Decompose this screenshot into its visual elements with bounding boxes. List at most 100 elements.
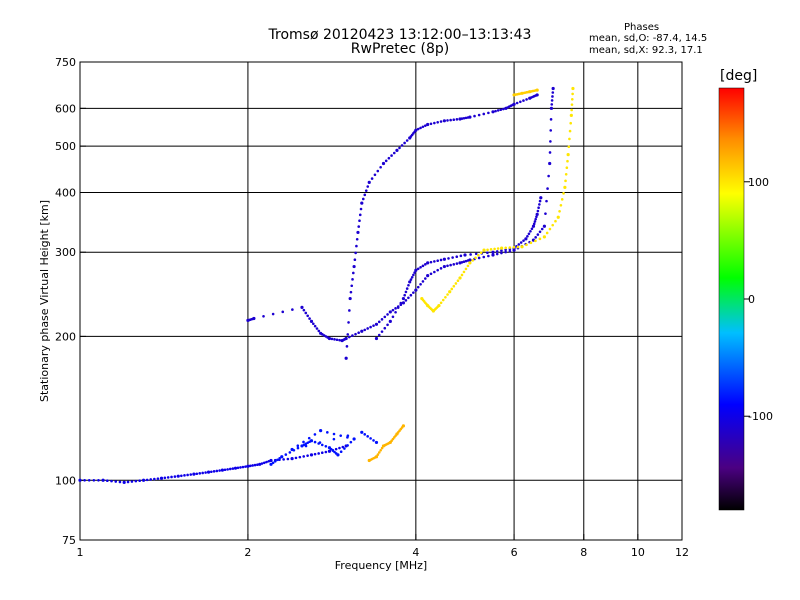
data-point (333, 450, 336, 454)
data-point (520, 245, 524, 249)
data-point (547, 174, 550, 178)
data-point (416, 127, 420, 131)
data-point (460, 117, 464, 120)
data-point (269, 462, 273, 466)
colorbar-tick-label: -100 (748, 410, 773, 423)
x-tick-label: 6 (511, 546, 518, 559)
data-point (343, 447, 346, 450)
data-point (253, 463, 257, 467)
data-point (570, 97, 574, 101)
data-point (170, 475, 173, 479)
data-point (352, 437, 356, 441)
data-point (522, 239, 525, 242)
data-point (401, 301, 406, 305)
data-point (376, 169, 380, 173)
data-point (374, 322, 379, 326)
data-point (439, 120, 443, 123)
data-point (307, 436, 311, 440)
data-point (408, 280, 412, 284)
data-point (538, 199, 542, 203)
data-point (374, 440, 379, 445)
data-point (326, 431, 329, 434)
data-point (313, 324, 317, 328)
data-point (355, 237, 359, 241)
data-point (519, 241, 523, 244)
data-point (460, 260, 464, 264)
data-point (568, 137, 571, 141)
x-axis-label: Frequency [MHz] (335, 559, 427, 572)
data-point (548, 227, 552, 231)
data-point (570, 103, 574, 106)
data-point (468, 258, 472, 262)
data-point (493, 247, 496, 251)
y-tick-label: 750 (55, 56, 76, 69)
colorbar-tick-label: 100 (748, 176, 769, 189)
data-point (439, 258, 443, 262)
data-point (567, 145, 571, 149)
data-point (569, 113, 573, 117)
data-point (138, 479, 141, 482)
data-point (399, 301, 403, 305)
y-tick-label: 100 (55, 474, 76, 487)
data-point (317, 329, 321, 333)
data-point (189, 473, 193, 476)
data-point (380, 330, 384, 333)
data-point (491, 253, 495, 257)
data-point (504, 248, 507, 252)
data-point (183, 474, 186, 477)
data-point (460, 273, 464, 277)
data-point (286, 457, 290, 461)
data-point (381, 161, 386, 166)
y-tick-label: 400 (55, 186, 76, 199)
data-point (414, 128, 418, 132)
data-point (401, 296, 406, 301)
data-point (539, 196, 543, 200)
data-point (549, 129, 553, 132)
data-point (388, 319, 392, 323)
data-point (400, 144, 404, 147)
data-point (380, 446, 384, 450)
data-point (290, 457, 294, 461)
data-point (233, 466, 238, 470)
data-point (452, 263, 456, 266)
data-point (450, 287, 454, 291)
data-point (327, 449, 332, 453)
data-point (363, 193, 367, 197)
data-point (444, 295, 447, 299)
data-point (204, 471, 207, 474)
data-point (92, 478, 96, 482)
data-point (141, 478, 146, 482)
data-point (334, 447, 338, 451)
data-point (346, 333, 350, 336)
data-point (501, 107, 505, 111)
data-point (281, 310, 285, 314)
data-point (355, 244, 358, 248)
data-point (309, 439, 314, 443)
data-point (231, 467, 235, 470)
data-point (377, 333, 381, 337)
data-point (451, 256, 454, 259)
data-point (274, 459, 277, 463)
x-tick-label: 12 (675, 546, 689, 559)
data-point (363, 328, 367, 332)
data-point (341, 445, 345, 449)
data-point (379, 448, 382, 452)
data-point (564, 172, 568, 176)
data-point (145, 478, 149, 482)
data-point (122, 480, 126, 484)
data-point (366, 435, 369, 438)
data-point (313, 440, 317, 444)
data-point (491, 250, 495, 254)
data-point (452, 118, 456, 122)
y-tick-label: 500 (55, 140, 76, 153)
data-point (163, 476, 167, 480)
data-point (298, 455, 302, 459)
data-point (455, 118, 459, 121)
data-point (486, 248, 489, 252)
data-point (358, 219, 361, 223)
data-point (258, 462, 262, 466)
x-tick-label: 10 (631, 546, 645, 559)
data-point (383, 315, 387, 319)
data-point (458, 276, 462, 280)
